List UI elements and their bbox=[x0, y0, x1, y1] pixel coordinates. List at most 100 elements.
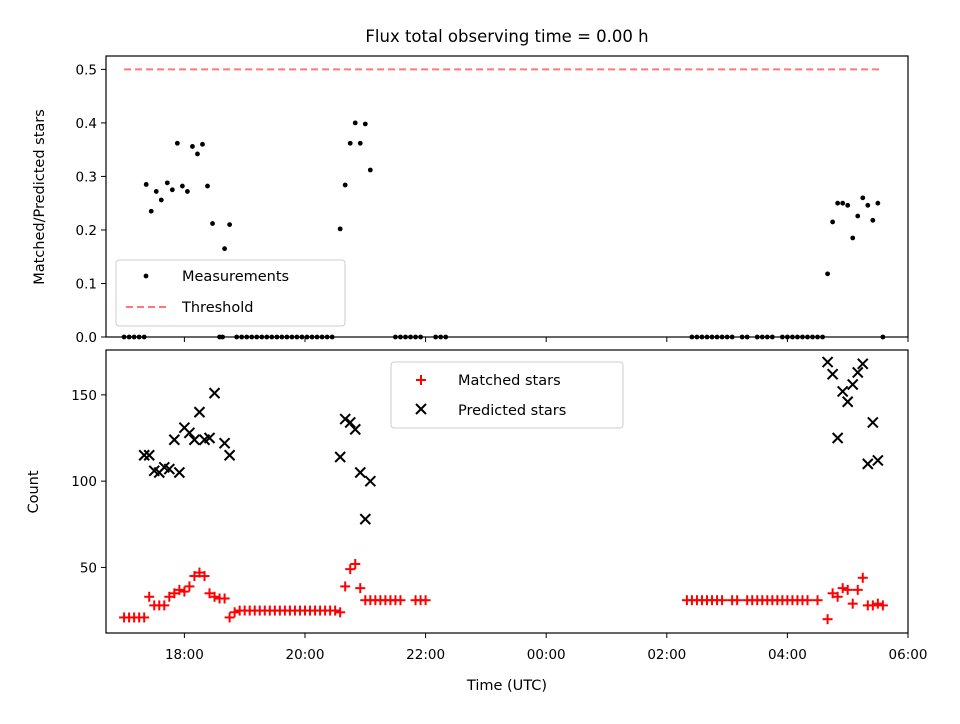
top-y-tick-label: 0.1 bbox=[76, 276, 97, 292]
predicted-star-point bbox=[821, 356, 834, 368]
measurement-point bbox=[179, 183, 185, 189]
measurement-point bbox=[393, 334, 398, 340]
matched-star-point bbox=[164, 591, 175, 602]
measurement-point bbox=[195, 151, 200, 157]
predicted-star-point bbox=[334, 451, 346, 463]
bottom-y-ticks: 50 100 150 bbox=[71, 388, 106, 576]
predicted-star-point bbox=[208, 387, 221, 399]
measurement-point bbox=[714, 334, 720, 340]
measurement-point bbox=[234, 334, 240, 340]
measurement-point bbox=[875, 200, 881, 206]
bottom-legend: Matched stars Predicted stars bbox=[390, 361, 624, 429]
measurement-point bbox=[830, 219, 836, 225]
predicted-star-point bbox=[359, 513, 372, 525]
legend-matched-label: Matched stars bbox=[458, 373, 561, 389]
matched-star-point bbox=[350, 558, 361, 569]
top-y-tick-label: 0.2 bbox=[76, 223, 97, 239]
measurement-point bbox=[319, 334, 325, 340]
predicted-star-point bbox=[847, 378, 859, 391]
matched-star-point bbox=[189, 571, 200, 582]
measurement-point bbox=[148, 208, 154, 214]
measurement-point bbox=[210, 221, 215, 226]
matched-star-point bbox=[847, 598, 858, 609]
predicted-star-point bbox=[188, 434, 201, 446]
measurement-point bbox=[689, 334, 695, 340]
matched-star-point bbox=[184, 581, 195, 592]
predicted-star-point bbox=[841, 396, 854, 408]
measurement-point bbox=[709, 334, 715, 340]
measurement-point bbox=[835, 200, 841, 206]
top-y-axis-label: Matched/Predicted stars bbox=[32, 109, 48, 285]
measurement-point bbox=[299, 334, 305, 340]
measurement-point bbox=[699, 334, 705, 340]
top-panel-frame bbox=[105, 55, 909, 338]
matched-star-point bbox=[340, 581, 351, 592]
bottom-y-axis-label: Count bbox=[26, 470, 42, 513]
measurement-point bbox=[438, 334, 444, 340]
measurement-point bbox=[724, 334, 730, 340]
matched-star-point bbox=[420, 595, 431, 606]
measurement-point bbox=[342, 182, 348, 188]
matched-star-point bbox=[395, 595, 406, 606]
matched-star-point bbox=[169, 588, 180, 599]
measurement-point bbox=[855, 213, 861, 219]
matched-star-point bbox=[224, 612, 235, 623]
measurement-point bbox=[141, 334, 147, 340]
measurement-point bbox=[870, 217, 876, 223]
bottom-y-tick-label: 50 bbox=[80, 560, 97, 576]
x-axis-label: Time (UTC) bbox=[466, 678, 547, 694]
matched-star-point bbox=[732, 595, 743, 606]
legend-predicted-label: Predicted stars bbox=[458, 403, 566, 419]
measurement-point bbox=[357, 140, 363, 146]
top-y-tick-label: 0.4 bbox=[76, 116, 97, 132]
matched-star-point bbox=[857, 572, 868, 583]
measurement-point bbox=[279, 334, 285, 340]
predicted-star-point bbox=[163, 463, 176, 475]
matched-star-point bbox=[867, 600, 878, 611]
matched-star-point bbox=[827, 588, 838, 599]
measurement-point bbox=[169, 187, 175, 193]
measurement-point bbox=[337, 226, 343, 232]
measurement-point bbox=[200, 141, 205, 147]
matched-star-point bbox=[802, 595, 813, 606]
matched-star-point bbox=[717, 595, 728, 606]
measurement-point bbox=[694, 334, 700, 340]
bottom-legend-box bbox=[390, 361, 624, 429]
measurement-point bbox=[865, 202, 871, 208]
matched-star-point bbox=[872, 598, 883, 609]
measurement-point bbox=[860, 195, 866, 201]
x-ticks: 18:00 20:00 22:00 00:00 02:00 04:00 06:00 bbox=[165, 337, 928, 663]
x-tick-label: 18:00 bbox=[165, 647, 204, 663]
measurement-point bbox=[759, 334, 765, 340]
predicted-star-point bbox=[867, 416, 879, 429]
matched-star-point bbox=[345, 564, 356, 575]
predicted-star-point bbox=[183, 427, 196, 439]
measurement-point bbox=[126, 334, 132, 340]
predicted-star-point bbox=[364, 475, 377, 487]
top-panel-series bbox=[121, 68, 886, 340]
legend-predicted-marker bbox=[415, 403, 427, 415]
legend-threshold-label: Threshold bbox=[181, 300, 253, 316]
x-tick-label: 06:00 bbox=[889, 647, 928, 663]
x-tick-label: 02:00 bbox=[647, 647, 686, 663]
measurement-point bbox=[131, 334, 137, 340]
matched-star-point bbox=[229, 607, 240, 618]
matched-star-point bbox=[822, 614, 833, 625]
measurement-point bbox=[403, 334, 408, 340]
measurement-point bbox=[880, 334, 886, 340]
matched-star-point bbox=[199, 571, 210, 582]
measurement-point bbox=[744, 334, 750, 340]
measurement-point bbox=[274, 334, 280, 340]
measurement-point bbox=[347, 140, 353, 146]
predicted-star-point bbox=[203, 432, 216, 444]
matched-star-point bbox=[209, 591, 220, 602]
measurement-point bbox=[329, 334, 335, 340]
x-tick-label: 20:00 bbox=[286, 647, 325, 663]
measurement-point bbox=[810, 334, 815, 340]
measurement-point bbox=[367, 167, 373, 173]
measurement-point bbox=[158, 197, 164, 203]
measurement-point bbox=[220, 334, 225, 340]
measurement-point bbox=[784, 334, 790, 340]
matched-star-point bbox=[204, 588, 215, 599]
